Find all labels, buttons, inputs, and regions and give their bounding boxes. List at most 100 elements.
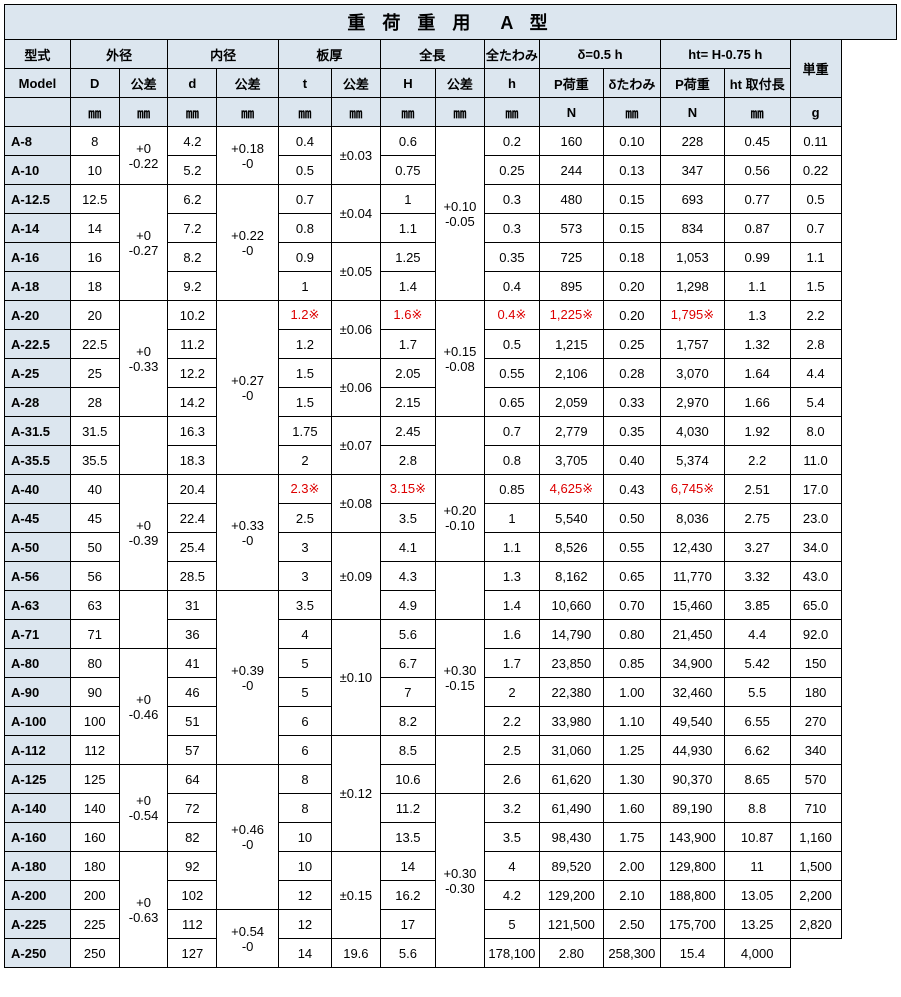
data-cell: 10,660 xyxy=(540,591,604,620)
data-cell: 43.0 xyxy=(790,562,841,591)
data-cell: 1.1 xyxy=(484,533,539,562)
data-cell: 16 xyxy=(70,243,119,272)
data-cell: 8.65 xyxy=(724,765,790,794)
data-cell: 1.3 xyxy=(484,562,539,591)
data-cell: 0.70 xyxy=(603,591,660,620)
data-cell: 8 xyxy=(278,794,331,823)
data-cell: 0.75 xyxy=(380,156,435,185)
data-cell: 0.45 xyxy=(724,127,790,156)
data-cell: 72 xyxy=(168,794,217,823)
data-cell: ±0.09 xyxy=(331,533,380,620)
data-cell: 31,060 xyxy=(540,736,604,765)
data-cell: 1.3 xyxy=(724,301,790,330)
data-cell: 0.4※ xyxy=(484,301,539,330)
data-cell: A-125 xyxy=(5,765,71,794)
data-cell: +0-0.22 xyxy=(119,127,168,185)
data-cell: +0-0.39 xyxy=(119,475,168,591)
data-cell: 0.85 xyxy=(603,649,660,678)
data-cell: 3.2 xyxy=(484,794,539,823)
data-cell: 36 xyxy=(168,620,217,649)
data-cell: 16.2 xyxy=(380,881,435,910)
header-cell: δ=0.5 h xyxy=(540,40,661,69)
data-cell: 0.43 xyxy=(603,475,660,504)
data-cell: 51 xyxy=(168,707,217,736)
data-cell: 6,745※ xyxy=(661,475,725,504)
header-cell: 板厚 xyxy=(278,40,380,69)
data-cell: 0.4 xyxy=(278,127,331,156)
data-cell: +0-0.63 xyxy=(119,852,168,968)
data-cell: +0-0.54 xyxy=(119,765,168,852)
data-cell: 11.2 xyxy=(168,330,217,359)
data-cell: 228 xyxy=(661,127,725,156)
data-cell: 0.5 xyxy=(484,330,539,359)
data-cell: A-20 xyxy=(5,301,71,330)
data-cell: 12 xyxy=(278,910,331,939)
data-cell: 4,030 xyxy=(661,417,725,446)
data-cell: 725 xyxy=(540,243,604,272)
data-cell: 82 xyxy=(168,823,217,852)
data-cell: 12 xyxy=(278,881,331,910)
data-cell: 129,200 xyxy=(540,881,604,910)
data-cell: 0.3 xyxy=(484,214,539,243)
data-cell: 1,160 xyxy=(790,823,841,852)
data-cell: 8.2 xyxy=(168,243,217,272)
data-cell: A-28 xyxy=(5,388,71,417)
data-cell: 22,380 xyxy=(540,678,604,707)
data-cell: 8 xyxy=(70,127,119,156)
data-cell: 11,770 xyxy=(661,562,725,591)
data-cell: 89,190 xyxy=(661,794,725,823)
data-cell: 125 xyxy=(70,765,119,794)
header-cell: 公差 xyxy=(217,69,279,98)
data-cell: 0.22 xyxy=(790,156,841,185)
data-cell: 1.30 xyxy=(603,765,660,794)
data-cell: 2.10 xyxy=(603,881,660,910)
data-cell: 250 xyxy=(70,939,119,968)
data-cell: 49,540 xyxy=(661,707,725,736)
data-cell: 22.5 xyxy=(70,330,119,359)
data-cell: ±0.10 xyxy=(331,620,380,736)
data-cell: 347 xyxy=(661,156,725,185)
data-cell: 0.50 xyxy=(603,504,660,533)
data-cell: 12.5 xyxy=(70,185,119,214)
data-cell: ±0.04 xyxy=(331,185,380,243)
data-cell: 17 xyxy=(380,910,435,939)
data-cell: 0.6 xyxy=(380,127,435,156)
data-cell: 28.5 xyxy=(168,562,217,591)
header-cell: ht 取付長 xyxy=(724,69,790,98)
data-cell: 140 xyxy=(70,794,119,823)
data-cell: 18.3 xyxy=(168,446,217,475)
data-cell: 8.5 xyxy=(380,736,435,765)
data-cell: 2.45 xyxy=(380,417,435,446)
data-cell: ±0.06 xyxy=(331,359,380,417)
header-cell: 型式 xyxy=(5,40,71,69)
data-cell: ±0.15 xyxy=(331,852,380,939)
data-cell: 180 xyxy=(790,678,841,707)
data-cell: 1.92 xyxy=(724,417,790,446)
data-cell: A-14 xyxy=(5,214,71,243)
data-cell: 18 xyxy=(70,272,119,301)
data-cell: +0-0.46 xyxy=(119,649,168,765)
data-cell: 10 xyxy=(278,852,331,881)
data-cell xyxy=(119,591,168,649)
data-cell: A-200 xyxy=(5,881,71,910)
data-cell: 0.3 xyxy=(484,185,539,214)
data-cell: 2.15 xyxy=(380,388,435,417)
data-cell xyxy=(119,417,168,475)
data-cell: 90 xyxy=(70,678,119,707)
header-cell: h xyxy=(484,69,539,98)
data-cell: 64 xyxy=(168,765,217,794)
header-cell: ㎜ xyxy=(380,98,435,127)
data-cell: 0.11 xyxy=(790,127,841,156)
data-cell: 1.7 xyxy=(484,649,539,678)
data-cell: 1.2※ xyxy=(278,301,331,330)
data-cell: +0.15-0.08 xyxy=(436,301,485,417)
data-cell: 3.5 xyxy=(278,591,331,620)
data-cell: 0.85 xyxy=(484,475,539,504)
data-cell: 5 xyxy=(484,910,539,939)
data-cell: 20 xyxy=(70,301,119,330)
data-cell: 0.40 xyxy=(603,446,660,475)
data-cell: 112 xyxy=(70,736,119,765)
data-cell: 2.2 xyxy=(484,707,539,736)
data-cell: 1.4 xyxy=(380,272,435,301)
header-cell: t xyxy=(278,69,331,98)
